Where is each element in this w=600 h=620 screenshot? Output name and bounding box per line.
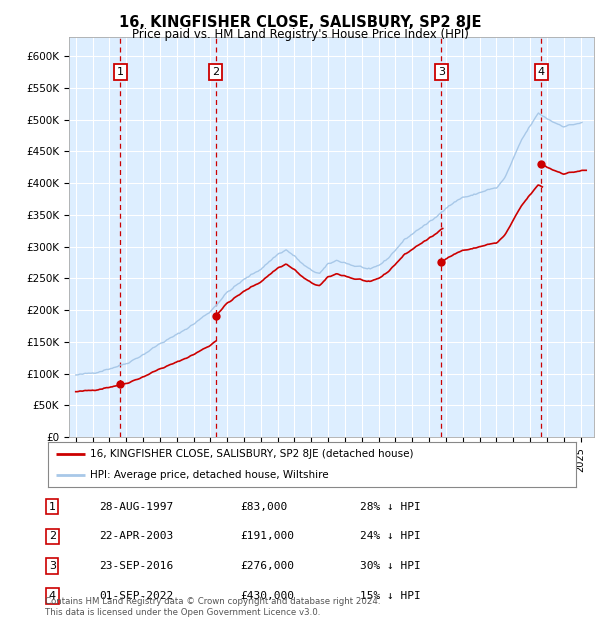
Text: Price paid vs. HM Land Registry's House Price Index (HPI): Price paid vs. HM Land Registry's House … (131, 28, 469, 41)
Text: HPI: Average price, detached house, Wiltshire: HPI: Average price, detached house, Wilt… (90, 469, 329, 480)
Text: 1: 1 (49, 502, 56, 512)
Text: 24% ↓ HPI: 24% ↓ HPI (360, 531, 421, 541)
Text: 3: 3 (438, 67, 445, 77)
Text: £83,000: £83,000 (240, 502, 287, 512)
Text: 28-AUG-1997: 28-AUG-1997 (99, 502, 173, 512)
Text: 28% ↓ HPI: 28% ↓ HPI (360, 502, 421, 512)
Text: 3: 3 (49, 561, 56, 571)
Text: £191,000: £191,000 (240, 531, 294, 541)
Text: 1: 1 (117, 67, 124, 77)
Text: 16, KINGFISHER CLOSE, SALISBURY, SP2 8JE: 16, KINGFISHER CLOSE, SALISBURY, SP2 8JE (119, 16, 481, 30)
Text: 15% ↓ HPI: 15% ↓ HPI (360, 591, 421, 601)
Text: 23-SEP-2016: 23-SEP-2016 (99, 561, 173, 571)
Text: 2: 2 (212, 67, 219, 77)
Text: 01-SEP-2022: 01-SEP-2022 (99, 591, 173, 601)
Text: 22-APR-2003: 22-APR-2003 (99, 531, 173, 541)
Text: £276,000: £276,000 (240, 561, 294, 571)
Text: 2: 2 (49, 531, 56, 541)
Text: Contains HM Land Registry data © Crown copyright and database right 2024.
This d: Contains HM Land Registry data © Crown c… (45, 598, 380, 617)
Text: 4: 4 (538, 67, 545, 77)
Text: £430,000: £430,000 (240, 591, 294, 601)
Text: 30% ↓ HPI: 30% ↓ HPI (360, 561, 421, 571)
Text: 4: 4 (49, 591, 56, 601)
Text: 16, KINGFISHER CLOSE, SALISBURY, SP2 8JE (detached house): 16, KINGFISHER CLOSE, SALISBURY, SP2 8JE… (90, 449, 414, 459)
